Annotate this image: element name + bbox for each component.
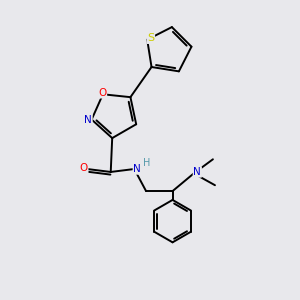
Text: N: N <box>194 167 201 177</box>
Text: O: O <box>98 88 106 98</box>
Text: H: H <box>143 158 150 167</box>
Text: O: O <box>80 163 88 172</box>
Text: N: N <box>134 164 141 174</box>
Text: N: N <box>84 115 92 124</box>
Text: S: S <box>147 33 154 43</box>
